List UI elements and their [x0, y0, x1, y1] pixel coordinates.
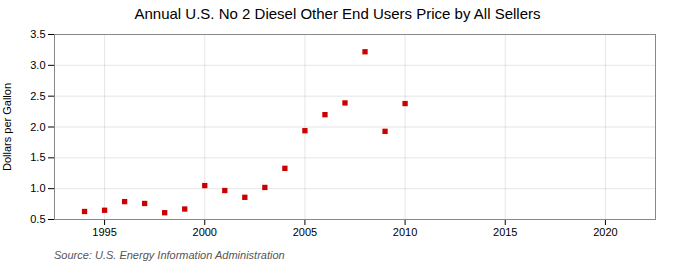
svg-text:0.5: 0.5 [30, 213, 45, 225]
svg-text:1.0: 1.0 [30, 182, 45, 194]
svg-text:2005: 2005 [293, 226, 317, 238]
html-text:Annual U.S. No 2 Diesel Other: Annual U.S. No 2 Diesel Other End Users … [134, 5, 541, 22]
svg-text:1995: 1995 [92, 226, 116, 238]
svg-text:1.5: 1.5 [30, 151, 45, 163]
svg-text:3.0: 3.0 [30, 59, 45, 71]
html-text:Source: U.S. Energy Informatio: Source: U.S. Energy Information Administ… [54, 249, 285, 261]
svg-text:2015: 2015 [493, 226, 517, 238]
svg-text:3.5: 3.5 [30, 28, 45, 40]
svg-text:2000: 2000 [193, 226, 217, 238]
svg-text:2010: 2010 [393, 226, 417, 238]
svg-text:2.5: 2.5 [30, 90, 45, 102]
svg-text:2020: 2020 [593, 226, 617, 238]
svg-text:Dollars per Gallon: Dollars per Gallon [1, 83, 13, 171]
svg-text:2.0: 2.0 [30, 121, 45, 133]
